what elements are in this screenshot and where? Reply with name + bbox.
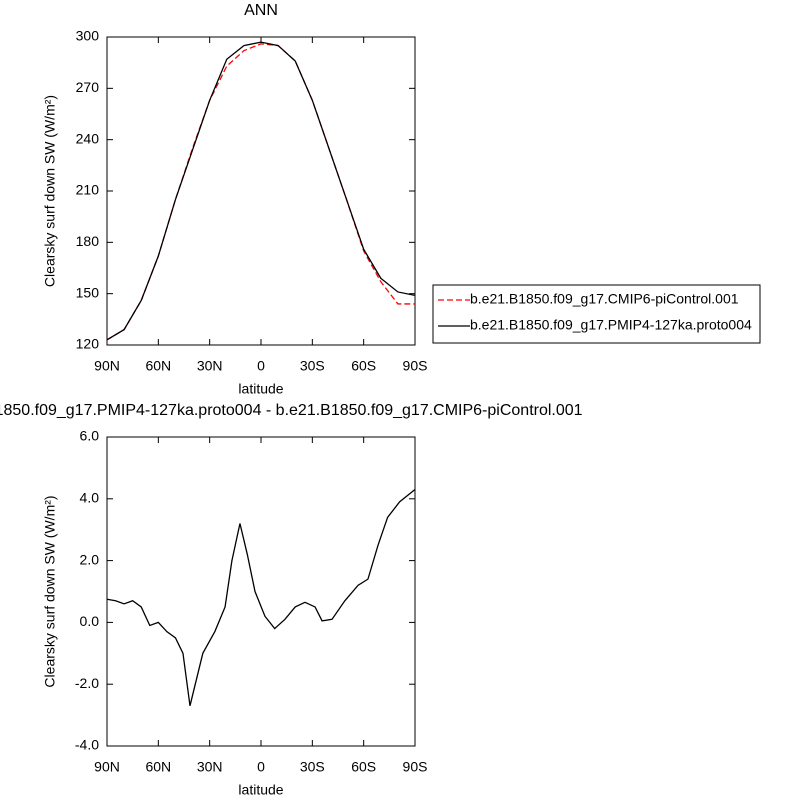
plot-frame bbox=[106, 436, 416, 747]
plot-frame bbox=[106, 36, 416, 346]
x-tick-label: 90S bbox=[403, 759, 428, 775]
y-axis-label: Clearsky surf down SW (W/m²) bbox=[42, 495, 58, 687]
y-tick-label: 270 bbox=[76, 79, 100, 95]
y-axis-label: Clearsky surf down SW (W/m²) bbox=[42, 95, 58, 287]
y-tick-label: 6.0 bbox=[80, 428, 100, 444]
x-tick-label: 0 bbox=[257, 759, 265, 775]
series-line bbox=[106, 41, 416, 341]
x-tick-label: 30S bbox=[300, 759, 325, 775]
y-tick-label: 150 bbox=[76, 284, 100, 300]
x-axis-label: latitude bbox=[238, 782, 283, 798]
chart-title: b.e21.B1850.f09_g17.PMIP4-127ka.proto004… bbox=[0, 402, 583, 419]
x-tick-label: 60N bbox=[145, 358, 171, 374]
y-tick-label: 240 bbox=[76, 130, 100, 146]
y-tick-label: 2.0 bbox=[80, 551, 100, 567]
series-line bbox=[106, 489, 416, 706]
x-tick-label: 90S bbox=[403, 358, 428, 374]
x-tick-label: 60S bbox=[351, 759, 376, 775]
x-axis-label: latitude bbox=[238, 381, 283, 397]
x-tick-label: 30N bbox=[197, 759, 223, 775]
x-tick-label: 0 bbox=[257, 358, 265, 374]
y-tick-label: -2.0 bbox=[75, 675, 99, 691]
y-tick-label: 300 bbox=[76, 28, 100, 44]
y-tick-label: 4.0 bbox=[80, 490, 100, 506]
x-tick-label: 90N bbox=[94, 358, 120, 374]
y-tick-label: 120 bbox=[76, 336, 100, 352]
x-tick-label: 90N bbox=[94, 759, 120, 775]
legend-box bbox=[432, 284, 761, 344]
y-tick-label: 180 bbox=[76, 233, 100, 249]
y-tick-label: -4.0 bbox=[75, 737, 99, 753]
x-tick-label: 30S bbox=[300, 358, 325, 374]
x-tick-label: 60S bbox=[351, 358, 376, 374]
series-line bbox=[106, 43, 415, 341]
y-tick-label: 0.0 bbox=[80, 613, 100, 629]
legend-label: b.e21.B1850.f09_g17.CMIP6-piControl.001 bbox=[470, 291, 739, 307]
legend-label: b.e21.B1850.f09_g17.PMIP4-127ka.proto004 bbox=[470, 317, 752, 333]
y-tick-label: 210 bbox=[76, 182, 100, 198]
chart-title: ANN bbox=[244, 2, 278, 19]
x-tick-label: 30N bbox=[197, 358, 223, 374]
x-tick-label: 60N bbox=[145, 759, 171, 775]
